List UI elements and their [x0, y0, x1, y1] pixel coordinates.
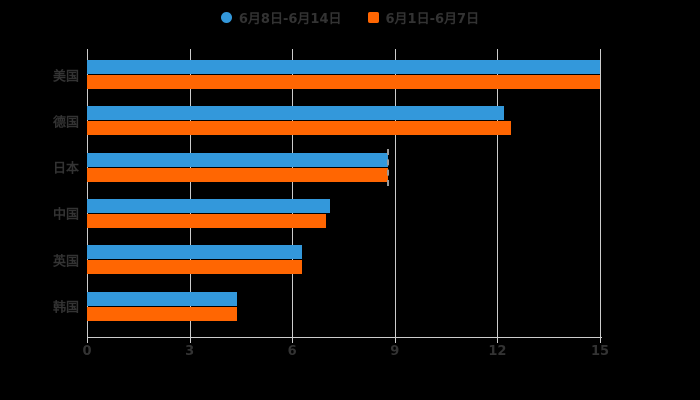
- bar-cat0-series1[interactable]: [87, 75, 600, 89]
- x-axis-tick: [394, 338, 396, 343]
- gridline-x12: [497, 49, 499, 337]
- bar-cat0-series0[interactable]: [87, 60, 600, 74]
- gridline-x3: [189, 49, 191, 337]
- legend-marker-square-icon: [367, 12, 379, 23]
- legend-item-label: 6月8日-6月14日: [238, 12, 342, 27]
- gridline-x6: [292, 49, 294, 337]
- y-category-label-2: 日本: [52, 161, 79, 177]
- gridline-x9: [394, 49, 396, 337]
- legend: 6月8日-6月14日 6月1日-6月7日: [0, 8, 700, 27]
- y-category-label-4: 英国: [52, 254, 79, 270]
- bar-cat2-series1[interactable]: [87, 167, 388, 182]
- legend-item-label: 6月1日-6月7日: [385, 12, 480, 27]
- bar-cat5-series1[interactable]: [87, 306, 238, 321]
- bar-cat5-series0[interactable]: [87, 291, 238, 306]
- legend-marker-circle-icon: [220, 12, 232, 23]
- gridline-x15: [600, 49, 601, 337]
- legend-item-series1[interactable]: 6月1日-6月7日: [367, 8, 480, 27]
- bar-cat3-series0[interactable]: [87, 198, 330, 213]
- legend-item-series0[interactable]: 6月8日-6月14日: [220, 8, 342, 27]
- y-category-label-3: 中国: [52, 207, 79, 223]
- x-tick-label-12: 12: [488, 344, 507, 359]
- x-axis-tick: [292, 338, 294, 343]
- bar-cat1-series1[interactable]: [87, 121, 512, 136]
- x-tick-label-9: 9: [390, 344, 400, 359]
- bar-cat4-series0[interactable]: [87, 245, 303, 260]
- bar-cat3-series1[interactable]: [87, 213, 327, 228]
- y-category-label-5: 韩国: [52, 300, 79, 316]
- x-tick-label-15: 15: [590, 344, 610, 359]
- x-tick-label-3: 3: [185, 344, 195, 359]
- bar-cat4-series1[interactable]: [87, 260, 303, 275]
- y-axis-line: [87, 49, 88, 337]
- bar-cat2-series0[interactable]: [87, 152, 388, 167]
- x-axis-tick: [189, 338, 191, 343]
- x-tick-label-0: 0: [82, 344, 92, 359]
- bar-cat1-series0[interactable]: [87, 106, 505, 121]
- x-axis-tick: [600, 338, 601, 343]
- axis-pointer-dashed-line: [386, 148, 389, 186]
- x-axis-line: [87, 337, 602, 338]
- y-category-label-0: 美国: [52, 69, 79, 84]
- x-tick-label-6: 6: [287, 344, 297, 359]
- x-axis-tick: [497, 338, 499, 343]
- y-category-label-1: 德国: [52, 115, 79, 131]
- x-axis-tick: [87, 338, 88, 343]
